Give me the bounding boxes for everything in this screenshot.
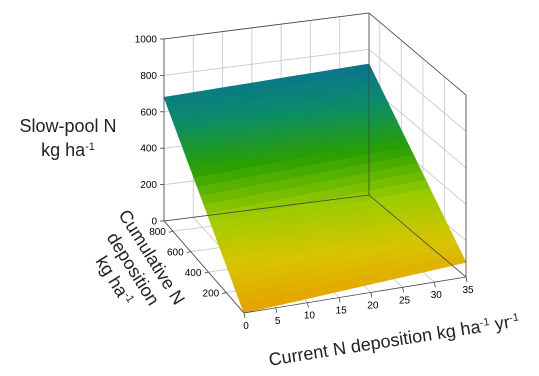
box-edge (243, 276, 467, 314)
box-edge (163, 194, 370, 222)
x-tick-mark (243, 312, 246, 319)
z-tick-label: 0 (151, 217, 157, 228)
axis-frame (163, 12, 467, 314)
x-tick-mark (275, 307, 278, 313)
x-tick-label: 10 (304, 311, 316, 322)
z-tick-label: 1000 (135, 35, 158, 46)
y-tick-mark (168, 230, 173, 233)
box-edge (368, 194, 467, 278)
x-tick-mark (465, 276, 468, 283)
x-tick-mark (370, 292, 373, 298)
z-axis-label: Slow-pool N (19, 116, 116, 136)
y-tick-label: 800 (149, 227, 166, 238)
x-tick-label: 0 (243, 321, 249, 332)
y-tick-label: 600 (167, 248, 184, 259)
x-tick-mark (338, 297, 341, 303)
box-edge (368, 12, 467, 96)
y-axis-label: Cumulative N deposition kg ha-1 (92, 206, 189, 309)
x-tick-label: 30 (431, 290, 443, 301)
surface-mesh (163, 63, 467, 314)
x-tick-label: 5 (275, 316, 281, 327)
y-tick-mark (204, 271, 209, 274)
z-tick-label: 800 (140, 71, 157, 82)
y-tick-mark (186, 251, 191, 254)
box-edge (163, 12, 370, 40)
y-tick-label: 400 (185, 268, 202, 279)
box-edge (163, 220, 245, 314)
x-tick-mark (307, 302, 309, 308)
y-tick-label: 200 (203, 289, 220, 300)
back-wall-gridline (163, 48, 370, 76)
z-tick-label: 600 (140, 107, 157, 118)
z-tick-label: 200 (140, 180, 157, 191)
x-tick-label: 20 (367, 300, 379, 311)
z-tick-label: 400 (140, 144, 157, 155)
z-axis-label-unit: kg ha-1 (41, 140, 95, 160)
y-tick-mark (222, 292, 227, 294)
x-tick-label: 35 (462, 285, 474, 296)
x-tick-mark (433, 282, 436, 288)
x-tick-mark (402, 287, 404, 293)
surface-patch (453, 253, 467, 265)
x-tick-label: 25 (399, 295, 411, 306)
right-wall-gridline (368, 49, 467, 132)
x-tick-label: 15 (336, 306, 348, 317)
